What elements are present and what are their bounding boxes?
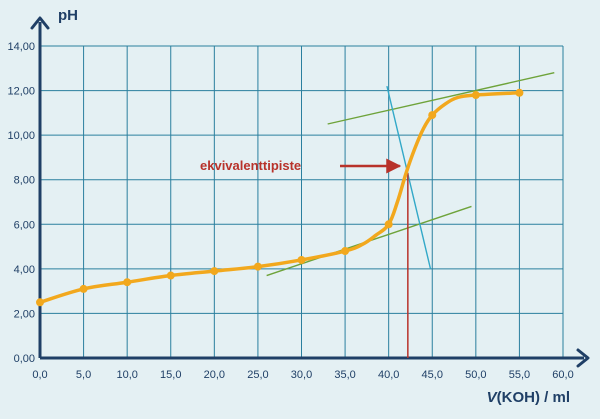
data-point — [79, 284, 88, 293]
data-point — [210, 267, 219, 276]
y-tick-label: 10,00 — [7, 130, 35, 142]
data-points — [36, 88, 524, 307]
y-axis-arrow-icon — [30, 16, 50, 30]
x-tick-label: 55,0 — [509, 369, 530, 381]
x-tick-label: 35,0 — [334, 369, 355, 381]
data-point — [253, 262, 262, 271]
x-tick-label: 45,0 — [422, 369, 443, 381]
x-axis-title: V(KOH) / ml — [487, 389, 570, 406]
x-tick-label: 60,0 — [552, 369, 573, 381]
x-tick-label: 10,0 — [116, 369, 137, 381]
x-tick-label: 0,0 — [32, 369, 47, 381]
y-tick-label: 4,00 — [14, 264, 35, 276]
x-axis-title-variable: V — [487, 389, 499, 406]
x-tick-label: 5,0 — [76, 369, 91, 381]
x-tick-label: 50,0 — [465, 369, 486, 381]
y-tick-label: 8,00 — [14, 175, 35, 187]
x-tick-label: 40,0 — [378, 369, 399, 381]
y-tick-label: 6,00 — [14, 219, 35, 231]
y-axis-title: pH — [58, 7, 78, 24]
data-point — [123, 278, 132, 287]
tangent-line — [327, 72, 555, 125]
y-tick-label: 14,00 — [7, 41, 35, 53]
data-point — [166, 271, 175, 280]
y-tick-label: 2,00 — [14, 308, 35, 320]
data-point — [36, 298, 44, 307]
data-point — [384, 220, 393, 229]
x-tick-label: 20,0 — [204, 369, 225, 381]
data-point — [428, 111, 437, 120]
tangent-lines — [266, 72, 555, 277]
tangent-line — [386, 85, 432, 270]
x-tick-label: 15,0 — [160, 369, 181, 381]
x-tick-labels: 0,0 5,0 10,0 15,0 20,0 25,0 30,0 35,0 40,0 45,0 50… — [32, 369, 573, 381]
y-tick-label: 12,00 — [7, 86, 35, 98]
data-point — [297, 255, 306, 264]
x-tick-label: 30,0 — [291, 369, 312, 381]
data-point — [341, 247, 350, 256]
x-axis-arrow-icon — [576, 348, 590, 368]
y-tick-labels: 0,00 2,00 4,00 6,00 8,00 10,00 12,00 14,00 — [7, 41, 35, 365]
data-point — [515, 88, 524, 97]
grid-lines — [40, 45, 564, 358]
y-tick-label: 0,00 — [14, 353, 35, 365]
equivalence-point-label: ekvivalenttipiste — [200, 158, 301, 173]
x-axis-title-unit: (KOH) / ml — [497, 389, 570, 406]
x-tick-label: 25,0 — [247, 369, 268, 381]
data-point — [471, 91, 480, 100]
